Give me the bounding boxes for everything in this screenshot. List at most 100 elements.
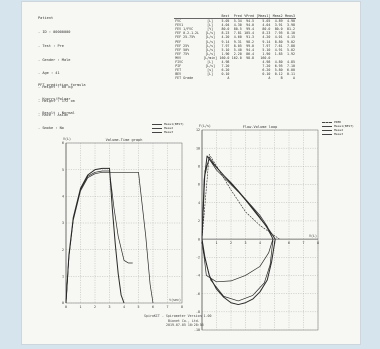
patient-heading: Patient — [38, 16, 54, 21]
fv-series-line — [201, 158, 274, 283]
results-cell: 105.4 — [244, 31, 255, 36]
results-cell: 1.92 — [287, 51, 295, 56]
vt-chart: 0 1 2 3 4 5 6 7 8 6 5 4 3 2 1 0 Volume-Time graph V(L) t(s… — [62, 137, 183, 309]
fv-y-tick-label: -4 — [196, 274, 200, 278]
vt-y-tick-label: 4 — [62, 195, 64, 199]
fv-series-line — [201, 156, 274, 302]
fv-chart: 0 1 2 3 4 5 6 7 8121086420-2-4-6-8-10Flow-Volume… — [194, 124, 319, 332]
results-cell: 5.34 — [233, 19, 242, 24]
fv-y-tick-label: -8 — [196, 310, 200, 314]
results-cell: FEF 75% — [175, 51, 190, 56]
vt-legend-label: Meas1(BEST) — [164, 122, 184, 126]
patient-line: - Height : 172 cm — [38, 98, 75, 103]
fv-legend-label: Meas1(BEST) — [334, 124, 354, 128]
results-cell: 8.23 — [262, 31, 271, 36]
prediction-info: PFT prediction formula - Knorrs/Polgar -… — [38, 74, 86, 125]
results-cell: 1.85 — [274, 51, 283, 56]
results-cell: 7.97 — [221, 43, 230, 48]
results-row: FEF 50% [L/s] 5.10 5.40 94.4 5.10 4.91 5.02 — [174, 48, 296, 52]
results-row: BEV [L] 0.10 0.10 0.12 0.11 — [174, 72, 296, 76]
results-cell: 80.0 — [274, 27, 283, 32]
results-row: FVC [L] 5.05 5.34 94.5 5.05 4.89 4.90 — [174, 19, 296, 24]
vt-y-tick-label: 3 — [62, 221, 64, 225]
results-cell: PEF — [175, 39, 182, 44]
results-cell: [L/min] — [203, 55, 218, 60]
results-cell: 162.0 — [231, 55, 242, 60]
fv-y-tick-label: 8 — [198, 165, 200, 169]
results-cell: [L] — [207, 23, 214, 28]
results-cell: FEV1 — [175, 23, 184, 28]
results-row: FEF 25% [L/s] 7.97 8.05 99.0 7.97 7.61 7.88 — [174, 44, 296, 48]
fv-legend-item: Meas2 — [322, 128, 354, 132]
results-header-cell — [202, 14, 219, 20]
results-cell: 5.10 — [221, 47, 230, 52]
results-cell: 5.80 — [274, 68, 283, 73]
results-cell: PIF — [175, 64, 182, 69]
results-cell: [L/s] — [205, 43, 216, 48]
results-cell: 9.02 — [287, 39, 295, 44]
fv-legend-item: Meas1(BEST) — [322, 124, 354, 128]
results-header-cell: %Pred — [242, 14, 256, 20]
vt-x-tick-label: 7 — [167, 305, 169, 309]
vt-legend-label: Meas2 — [164, 126, 174, 130]
fv-x-tick-label: 8 — [317, 241, 319, 245]
results-cell: 3.91 — [274, 23, 283, 28]
results-cell: 8.80 — [274, 39, 283, 44]
results-header-cell: [Meas1] — [255, 14, 272, 20]
fv-y-axis-label: F(L/s) — [199, 124, 211, 128]
vt-series-line — [65, 170, 133, 304]
results-cell: 7.95 — [274, 31, 283, 36]
vt-x-tick-label: 5 — [138, 305, 140, 309]
fv-x-tick-label: 3 — [245, 241, 247, 245]
results-header-cell: Meas2 — [271, 14, 284, 20]
results-cell: 4.90 — [287, 19, 295, 24]
results-cell: 4.80 — [274, 60, 283, 65]
vt-x-tick-label: 3 — [109, 305, 111, 309]
results-cell: 4.89 — [274, 19, 283, 24]
results-cell: 6.95 — [274, 64, 283, 69]
results-cell: FET — [175, 68, 182, 73]
results-cell: B — [280, 76, 283, 81]
report-footer: SpiroKIT - Spirometer Version 1.00 Bione… — [144, 314, 212, 328]
vt-legend-label: Meas3 — [164, 130, 174, 134]
fv-y-tick-label: -2 — [196, 255, 200, 259]
vt-x-tick-label: 0 — [65, 305, 67, 309]
results-cell: 4.01 — [274, 35, 283, 40]
patient-line: - Gender : Male — [38, 57, 71, 62]
footer-line: 2019-07-05 10:28:55 — [166, 323, 204, 327]
results-cell: FEF 25-75% — [175, 35, 196, 40]
results-cell: 98.8 — [246, 55, 255, 60]
results-cell: 81.2 — [287, 27, 295, 32]
results-cell: 1.90 — [262, 51, 271, 56]
results-cell: 4.85 — [287, 60, 295, 65]
results-cell: 94.5 — [246, 19, 255, 24]
results-cell: 7.88 — [287, 43, 295, 48]
results-row: FEF 0.2-1.2L [L/s] 8.23 7.81 105.4 8.23 7.95 8.… — [174, 31, 296, 35]
vt-title: Volume-Time graph — [106, 138, 143, 142]
fv-x-tick-label: 1 — [216, 241, 218, 245]
prediction-line: - Knorrs/Polgar — [38, 96, 71, 101]
results-header-cell — [174, 14, 203, 20]
results-row: FEF 25-75% [L/s] 4.20 4.60 91.3 4.20 4.01 4.15 — [174, 35, 296, 39]
results-cell: 80.5 — [233, 27, 242, 32]
vt-x-tick-label: 4 — [123, 305, 125, 309]
results-cell: 94.0 — [246, 23, 255, 28]
results-cell: 4.20 — [221, 35, 230, 40]
results-cell: 7.20 — [221, 64, 230, 69]
results-cell: 0.12 — [274, 72, 283, 77]
results-cell: 7.10 — [287, 64, 295, 69]
results-cell: 80.0 — [262, 27, 271, 32]
results-cell: 4.15 — [287, 35, 295, 40]
vt-x-tick-label: 2 — [94, 305, 96, 309]
results-cell: 8.05 — [233, 43, 242, 48]
patient-line: - ID : 00000000 — [38, 29, 71, 34]
results-row: FET [s] 6.20 6.20 5.80 6.00 — [174, 68, 296, 72]
results-cell: [s] — [207, 68, 214, 73]
fv-x-axis-label: V(L) — [309, 234, 317, 238]
results-cell: [L/s] — [205, 39, 216, 44]
fv-series-line — [201, 154, 280, 240]
results-cell: A — [227, 76, 230, 81]
vt-legend-item: Meas1(BEST) — [152, 122, 184, 126]
fv-legend-item: Meas3 — [322, 132, 354, 136]
